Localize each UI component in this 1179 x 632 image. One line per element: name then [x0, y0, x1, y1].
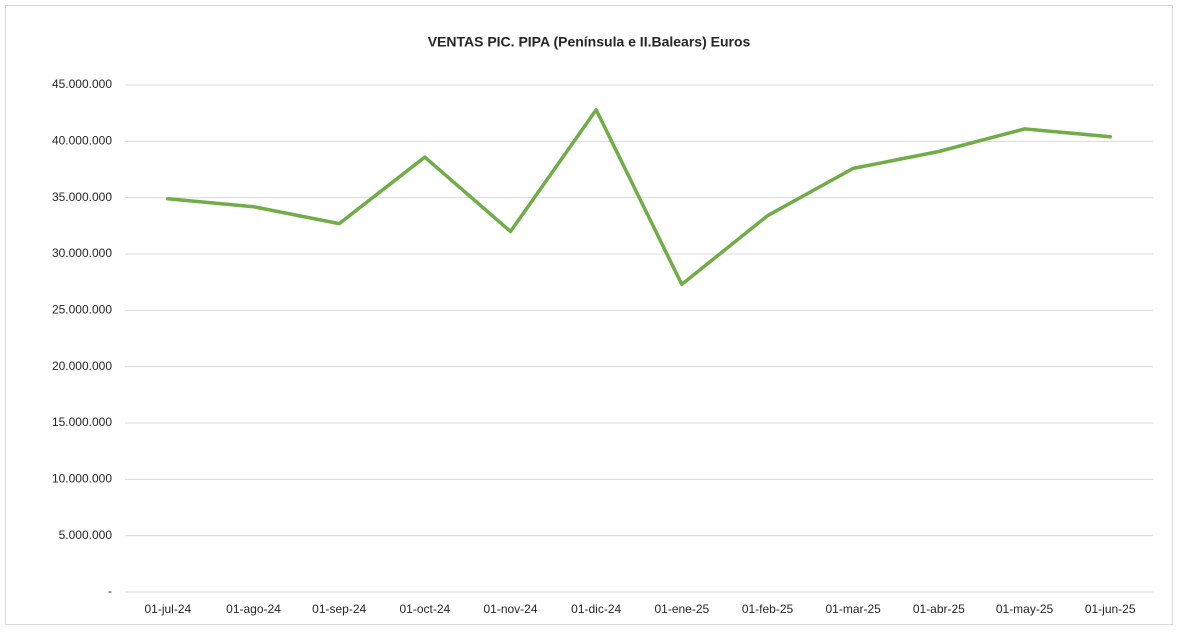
x-tick-label: 01-feb-25: [742, 602, 794, 616]
x-tick-label: 01-nov-24: [483, 602, 537, 616]
x-tick-label: 01-abr-25: [913, 602, 965, 616]
y-tick-label: 40.000.000: [52, 134, 112, 148]
x-tick-label: 01-sep-24: [312, 602, 366, 616]
chart-title: VENTAS PIC. PIPA (Península e II.Balears…: [428, 34, 751, 50]
y-tick-label: 45.000.000: [52, 77, 112, 91]
x-tick-label: 01-ene-25: [654, 602, 709, 616]
y-tick-label: 5.000.000: [59, 528, 113, 542]
y-tick-label: 35.000.000: [52, 190, 112, 204]
x-tick-label: 01-may-25: [996, 602, 1054, 616]
y-tick-label: 20.000.000: [52, 359, 112, 373]
data-line: [166, 108, 1112, 287]
x-tick-label: 01-oct-24: [399, 602, 450, 616]
x-tick-label: 01-jul-24: [144, 602, 191, 616]
x-tick-label: 01-jun-25: [1085, 602, 1136, 616]
y-tick-label: 30.000.000: [52, 246, 112, 260]
chart-border: [5, 5, 1173, 625]
y-tick-label: 15.000.000: [52, 415, 112, 429]
x-tick-label: 01-ago-24: [226, 602, 281, 616]
y-tick-label: -: [108, 584, 112, 598]
y-tick-label: 10.000.000: [52, 472, 112, 486]
y-tick-label: 25.000.000: [52, 303, 112, 317]
x-tick-label: 01-dic-24: [571, 602, 621, 616]
x-tick-label: 01-mar-25: [825, 602, 881, 616]
